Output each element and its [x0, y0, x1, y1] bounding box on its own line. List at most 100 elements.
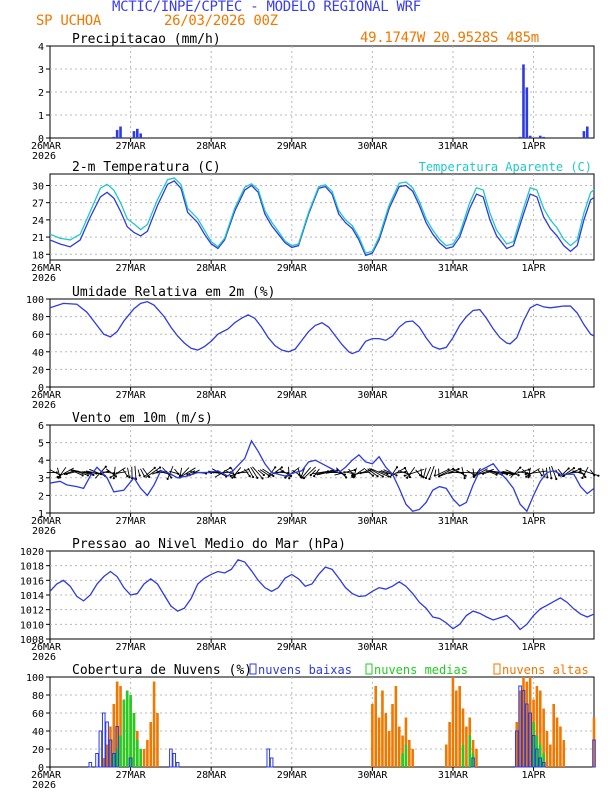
- wind-vector-head: [233, 476, 236, 479]
- wind-vector-head: [567, 467, 570, 470]
- precip-xtick-label: 31MAR: [438, 141, 469, 152]
- clouds-bar-0: [525, 681, 529, 767]
- clouds-bar-1: [129, 695, 132, 767]
- wind-frame: [49, 424, 595, 514]
- rh-frame: [49, 298, 595, 388]
- precip-xtick-year: 2026: [32, 151, 56, 162]
- rh-xtick-label: 29MAR: [277, 390, 308, 401]
- clouds-bar-0: [105, 744, 109, 767]
- clouds-bar-0: [397, 726, 401, 767]
- wind-vector-head: [540, 474, 543, 477]
- clouds-bar-0: [152, 681, 156, 767]
- wind-vector-head: [114, 475, 118, 478]
- wind-vector-head: [229, 474, 232, 478]
- temp-xtick-label: 1APR: [522, 263, 547, 274]
- wind-vector-head: [420, 475, 423, 478]
- wind-vector-head: [555, 477, 558, 481]
- clouds-bar-0: [559, 726, 562, 767]
- clouds-bar-0: [408, 740, 411, 767]
- model-run: 26/03/2026 00Z: [164, 13, 278, 29]
- clouds-bar-0: [448, 722, 451, 767]
- clouds-bar-0: [377, 717, 381, 767]
- wind-vector: [551, 465, 557, 480]
- clouds-bar-0: [549, 744, 552, 767]
- wind-vector: [267, 467, 283, 479]
- clouds-bar-1: [471, 753, 475, 767]
- clouds-bar-2: [592, 739, 596, 768]
- wind-ytick-label: 3: [38, 474, 44, 485]
- wind-vector-head: [153, 466, 156, 469]
- clouds-bar-0: [455, 690, 458, 767]
- clouds-title: Cobertura de Nuvens (%): [72, 663, 252, 678]
- clouds-xtick-label: 29MAR: [277, 770, 308, 781]
- wind-vector: [127, 467, 130, 478]
- precip-bar-0: [518, 136, 522, 138]
- clouds-xtick-label: 28MAR: [196, 770, 227, 781]
- wind-vector-head: [359, 472, 362, 475]
- wind-vector-head: [581, 476, 584, 480]
- wind-vector: [502, 470, 515, 475]
- wind-vector: [187, 470, 196, 475]
- wind-vector: [211, 468, 227, 477]
- clouds-ytick-label: 20: [32, 745, 44, 756]
- precip-xtick-label: 28MAR: [196, 141, 227, 152]
- pressure-xtick-label: 26MAR: [31, 642, 62, 653]
- clouds-bar-0: [461, 708, 465, 767]
- clouds-bar-2: [518, 685, 522, 768]
- wind-vector-head: [452, 467, 455, 470]
- wind-vector: [247, 467, 254, 478]
- rh-xtick-year: 2026: [32, 400, 56, 411]
- wind-vector: [122, 468, 128, 477]
- clouds-xtick-label: 26MAR: [31, 770, 62, 781]
- wind-vector-head: [371, 474, 375, 477]
- wind-vector: [140, 468, 145, 477]
- clouds-bar-2: [112, 753, 116, 768]
- clouds-bar-2: [115, 726, 119, 768]
- station-name: SP UCHOA: [36, 13, 102, 29]
- wind-vector: [380, 470, 393, 475]
- wind-vector: [303, 466, 316, 479]
- pressure-xtick-label: 1APR: [522, 642, 547, 653]
- clouds-ytick-label: 60: [32, 709, 44, 720]
- clouds-bar-0: [458, 686, 461, 767]
- clouds-xtick-year: 2026: [32, 780, 56, 791]
- wind-vector-head: [395, 466, 399, 469]
- precip-bar-0: [582, 131, 586, 138]
- clouds-bar-0: [381, 690, 384, 767]
- wind-vector: [505, 469, 519, 476]
- clouds-bar-0: [592, 717, 596, 767]
- precip-ytick-label: 1: [38, 111, 44, 122]
- clouds-bar-0: [102, 758, 106, 767]
- clouds-bar-0: [518, 690, 522, 767]
- clouds-bar-1: [139, 749, 142, 767]
- wind-xtick-label: 26MAR: [31, 516, 62, 527]
- pressure-ytick-label: 1012: [20, 606, 44, 617]
- wind-vector-head: [558, 474, 561, 477]
- wind-vector-head: [395, 474, 398, 477]
- wind-vector: [134, 465, 137, 480]
- wind-vector-head: [597, 474, 600, 477]
- clouds-bar-2: [541, 762, 546, 768]
- temp-xtick-label: 29MAR: [277, 263, 308, 274]
- clouds-bar-2: [101, 712, 106, 768]
- clouds-bar-0: [142, 749, 146, 767]
- wind-vector-head: [550, 477, 553, 480]
- wind-xtick-label: 27MAR: [116, 516, 147, 527]
- precip-xtick-label: 30MAR: [357, 141, 388, 152]
- pressure-ytick-label: 1016: [20, 576, 44, 587]
- clouds-bar-0: [444, 744, 448, 767]
- wind-vector-head: [546, 476, 549, 479]
- wind-vector-head: [386, 472, 389, 476]
- legend-2: nuvens altas: [502, 663, 589, 677]
- clouds-ytick-label: 80: [32, 691, 44, 702]
- clouds-bar-2: [521, 690, 526, 768]
- wind-vector: [352, 467, 366, 478]
- clouds-bar-2: [471, 757, 475, 768]
- wind-vector: [89, 468, 106, 477]
- pressure-series-0: [50, 559, 594, 631]
- pressure-ytick-label: 1008: [20, 635, 44, 646]
